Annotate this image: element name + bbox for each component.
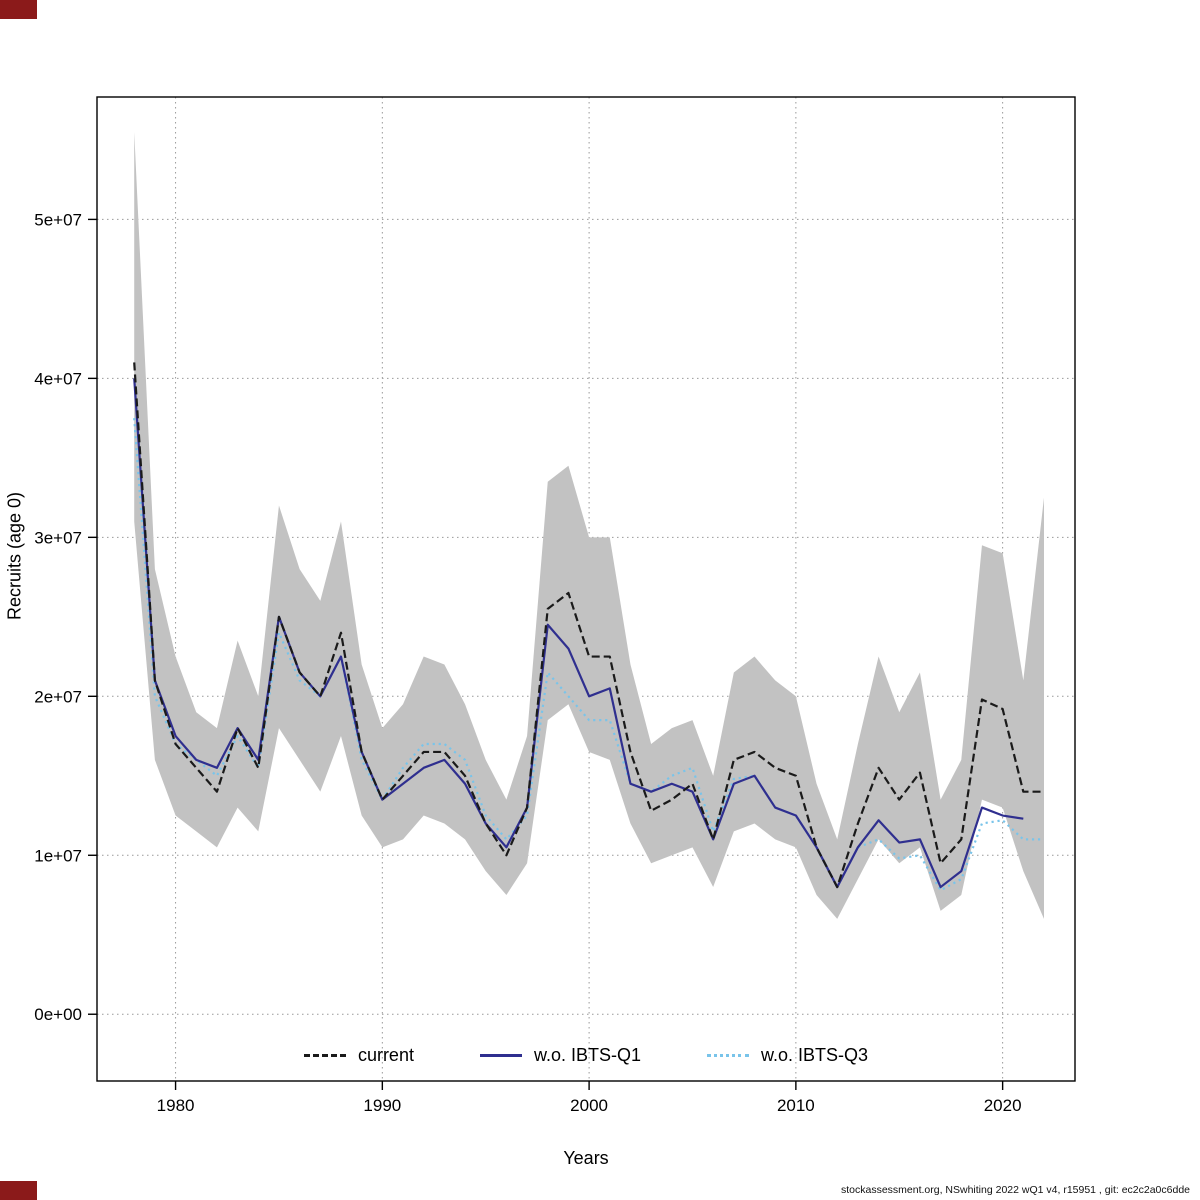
legend-item-wo-ibts-q1: w.o. IBTS-Q1 (479, 1044, 642, 1066)
y-axis-title: Recruits (age 0) (4, 491, 25, 620)
legend-label-wo-ibts-q1: w.o. IBTS-Q1 (533, 1044, 642, 1065)
corner-artifact-top (0, 0, 37, 19)
y-tick-label: 1e+07 (34, 846, 82, 865)
y-tick-label: 4e+07 (34, 369, 82, 388)
x-tick-label: 1980 (157, 1096, 195, 1115)
legend-line-sample-current (303, 1053, 346, 1057)
y-tick-label: 2e+07 (34, 687, 82, 706)
footer-text: stockassessment.org, NSwhiting 2022 wQ1 … (840, 1184, 1190, 1196)
x-tick-label: 1990 (363, 1096, 401, 1115)
confidence-band (134, 131, 1044, 919)
y-tick-label: 5e+07 (34, 210, 82, 229)
x-tick-label: 2010 (777, 1096, 815, 1115)
legend-label-current: current (357, 1044, 414, 1065)
x-tick-label: 2000 (570, 1096, 608, 1115)
legend-label-wo-ibts-q3: w.o. IBTS-Q3 (761, 1044, 869, 1065)
legend-line-sample-wo-ibts-q3 (707, 1053, 750, 1057)
y-tick-label: 3e+07 (34, 528, 82, 547)
series-line-current (133, 362, 1044, 889)
legend-line-sample-wo-ibts-q1 (479, 1053, 522, 1057)
series-line-wo-ibts-q3 (133, 418, 1044, 892)
corner-artifact-bottom (0, 1181, 37, 1200)
x-axis-title: Years (563, 1148, 609, 1168)
legend: current w.o. IBTS-Q1 w.o. IBTS-Q3 (97, 1040, 1075, 1070)
legend-item-wo-ibts-q3: w.o. IBTS-Q3 (707, 1045, 868, 1066)
y-tick-label: 0e+00 (34, 1005, 82, 1024)
x-tick-label: 2020 (984, 1096, 1022, 1115)
plot-border (96, 96, 1076, 1082)
legend-item-current: current (303, 1044, 414, 1066)
